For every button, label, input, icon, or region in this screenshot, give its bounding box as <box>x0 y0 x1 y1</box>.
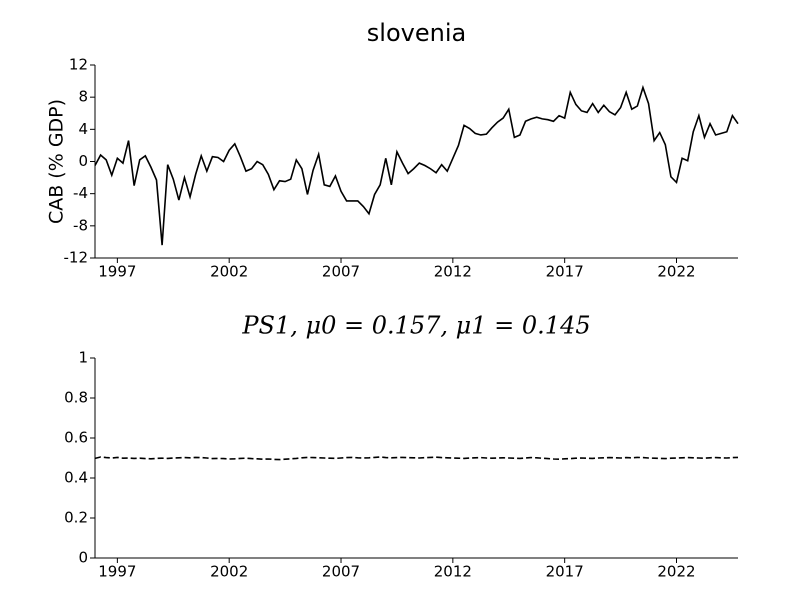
chart-title: PS1, μ0 = 0.157, μ1 = 0.145 <box>241 312 590 340</box>
y-tick-label: 8 <box>78 88 88 106</box>
y-tick-label: 0.2 <box>64 509 88 527</box>
y-tick-label: 1 <box>78 349 88 367</box>
y-tick-label: 0.6 <box>64 429 88 447</box>
x-tick-label: 2012 <box>434 563 472 581</box>
x-tick-label: 2002 <box>210 263 248 281</box>
x-tick-label: 2007 <box>322 563 360 581</box>
x-tick-label: 1997 <box>98 563 136 581</box>
data-line <box>94 84 739 246</box>
y-tick-label: -4 <box>73 184 88 202</box>
x-tick-label: 2017 <box>546 563 584 581</box>
x-tick-label: 2012 <box>434 263 472 281</box>
x-tick-label: 2017 <box>546 263 584 281</box>
x-tick-label: 1997 <box>98 263 136 281</box>
x-tick-label: 2022 <box>657 263 695 281</box>
y-tick-label: 0 <box>78 549 88 567</box>
y-tick-label: 12 <box>69 56 88 74</box>
x-tick-label: 2022 <box>657 563 695 581</box>
data-line <box>94 456 739 461</box>
y-tick-label: 0.4 <box>64 469 88 487</box>
y-axis-label: CAB (% GDP) <box>46 99 68 224</box>
y-tick-label: -12 <box>64 249 89 267</box>
y-tick-label: 0.8 <box>64 389 88 407</box>
y-tick-label: -8 <box>73 216 88 234</box>
y-tick-label: 4 <box>78 120 88 138</box>
chart-title: slovenia <box>367 19 466 47</box>
x-tick-label: 2002 <box>210 563 248 581</box>
x-tick-label: 2007 <box>322 263 360 281</box>
y-tick-label: 0 <box>78 152 88 170</box>
